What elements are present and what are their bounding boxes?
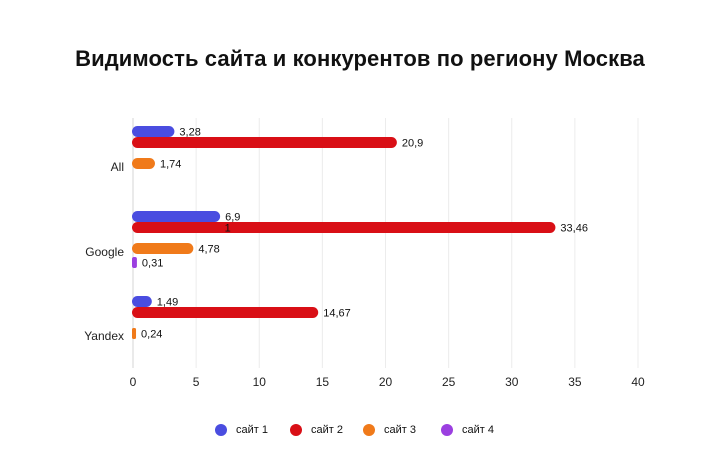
legend-label: сайт 2: [311, 424, 343, 436]
legend-item-series-3: сайт 3: [363, 424, 416, 436]
gridlines: [132, 118, 639, 368]
x-tick-5: 5: [193, 375, 200, 389]
legend-item-series-2: сайт 2: [290, 424, 343, 436]
data-labels: 3,28 6,9 1,49 20,9 33,46 14,67 1,74 4,78 0,24 0,3…: [141, 127, 588, 341]
category-label-yandex: Yandex: [84, 329, 124, 343]
chart-title: Видимость сайта и конкурентов по региону…: [75, 46, 645, 71]
legend-item-series-1: сайт 1: [215, 424, 268, 436]
x-tick-25: 25: [442, 375, 456, 389]
category-label-all: All: [111, 160, 124, 174]
category-label-google: Google: [85, 245, 124, 259]
bar-all-series-1: [132, 126, 175, 137]
data-label-yandex-series-3: 0,24: [141, 329, 162, 341]
data-label-google-series-3: 4,78: [198, 244, 219, 256]
bar-yandex-series-3: [132, 328, 137, 339]
data-label-yandex-series-2: 14,67: [323, 308, 351, 320]
bars: [132, 126, 556, 339]
legend-label: сайт 4: [462, 424, 494, 436]
bar-all-series-3: [132, 158, 155, 169]
legend: сайт 1 сайт 2 сайт 3 сайт 4: [0, 424, 720, 442]
legend-item-series-4: сайт 4: [441, 424, 494, 436]
data-label-all-series-3: 1,74: [160, 159, 181, 171]
category-labels: All Google Yandex: [84, 160, 124, 343]
legend-swatch: [290, 424, 302, 436]
legend-label: сайт 1: [236, 424, 268, 436]
x-tick-20: 20: [379, 375, 393, 389]
x-tick-40: 40: [631, 375, 645, 389]
bar-google-series-1: [132, 211, 221, 222]
annotation-1: 1: [225, 223, 231, 235]
legend-swatch: [441, 424, 453, 436]
data-label-google-series-4: 0,31: [142, 258, 163, 270]
x-tick-labels: 0 5 10 15 20 25 30 35 40: [130, 375, 645, 389]
data-label-yandex-series-1: 1,49: [157, 297, 178, 309]
x-tick-30: 30: [505, 375, 519, 389]
data-label-google-series-2: 33,46: [560, 223, 588, 235]
bar-yandex-series-1: [132, 296, 152, 307]
legend-swatch: [363, 424, 375, 436]
legend-swatch: [215, 424, 227, 436]
x-tick-10: 10: [253, 375, 267, 389]
bar-yandex-series-2: [132, 307, 319, 318]
bar-google-series-4: [132, 257, 137, 268]
bar-google-series-2: [132, 222, 556, 233]
data-label-all-series-2: 20,9: [402, 138, 423, 150]
bar-google-series-3: [132, 243, 194, 254]
x-tick-0: 0: [130, 375, 137, 389]
x-tick-15: 15: [316, 375, 330, 389]
bar-chart: 3,28 6,9 1,49 20,9 33,46 14,67 1,74 4,78 0,24 0,3…: [84, 118, 645, 389]
legend-label: сайт 3: [384, 424, 416, 436]
bar-all-series-2: [132, 137, 397, 148]
data-label-all-series-1: 3,28: [179, 127, 200, 139]
data-label-google-series-1: 6,9: [225, 212, 240, 224]
x-tick-35: 35: [568, 375, 582, 389]
